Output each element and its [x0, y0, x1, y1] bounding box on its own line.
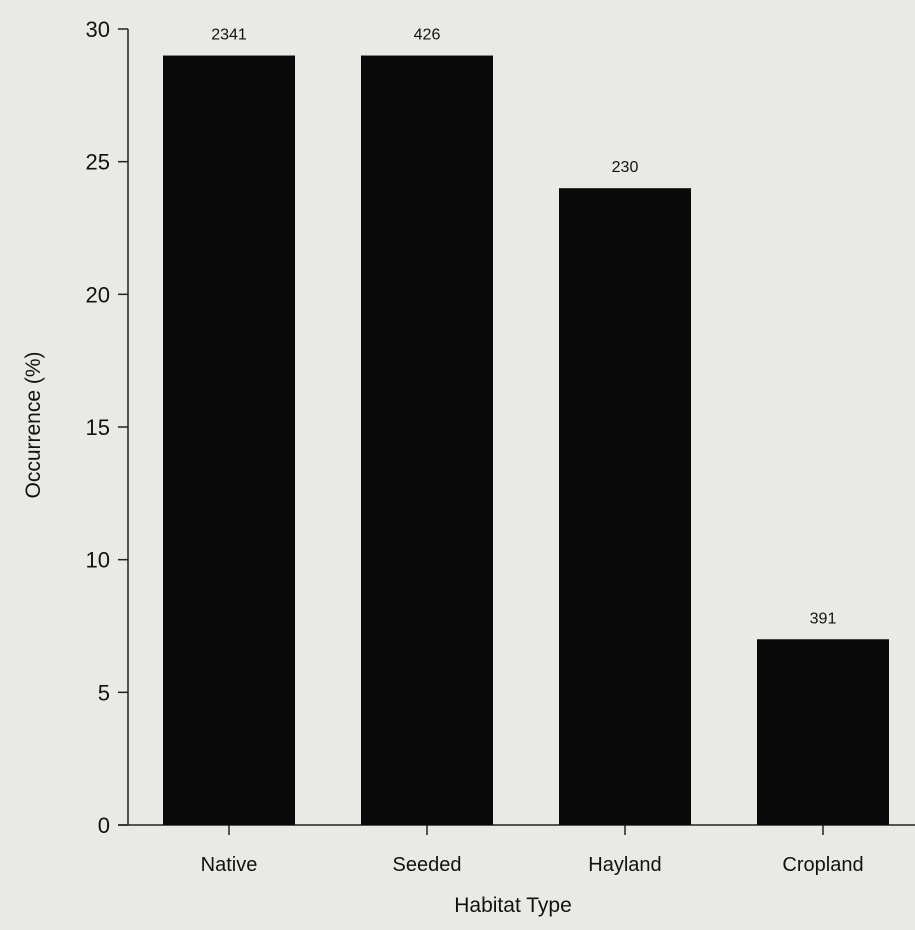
y-axis-title: Occurrence (%): [22, 351, 45, 498]
bar-data-label: 230: [612, 159, 639, 176]
x-tick-label: Seeded: [393, 854, 462, 876]
bar-native: [163, 55, 295, 826]
x-tick-label: Cropland: [782, 854, 863, 876]
y-tick-label: 15: [86, 415, 110, 440]
x-tick-label: Native: [201, 854, 258, 876]
bars-group: 2341 426 230 391: [163, 27, 889, 826]
bar-data-label: 426: [414, 27, 441, 44]
bar-data-label: 391: [810, 610, 837, 627]
y-tick-label: 10: [86, 548, 110, 573]
x-tick-label: Hayland: [588, 854, 661, 876]
y-tick-label: 25: [86, 150, 110, 175]
y-tick-label: 20: [86, 282, 110, 307]
y-tick-label: 30: [86, 17, 110, 42]
x-axis-title: Habitat Type: [454, 894, 572, 917]
x-axis-ticks: Native Seeded Hayland Cropland: [201, 825, 864, 876]
y-tick-label: 0: [98, 813, 110, 838]
bar-hayland: [559, 188, 691, 825]
y-axis-ticks: 0 5 10 15 20 25 30: [86, 17, 128, 838]
bar-data-label: 2341: [211, 27, 247, 44]
bar-seeded: [361, 55, 493, 826]
y-tick-label: 5: [98, 680, 110, 705]
bar-cropland: [757, 639, 889, 825]
